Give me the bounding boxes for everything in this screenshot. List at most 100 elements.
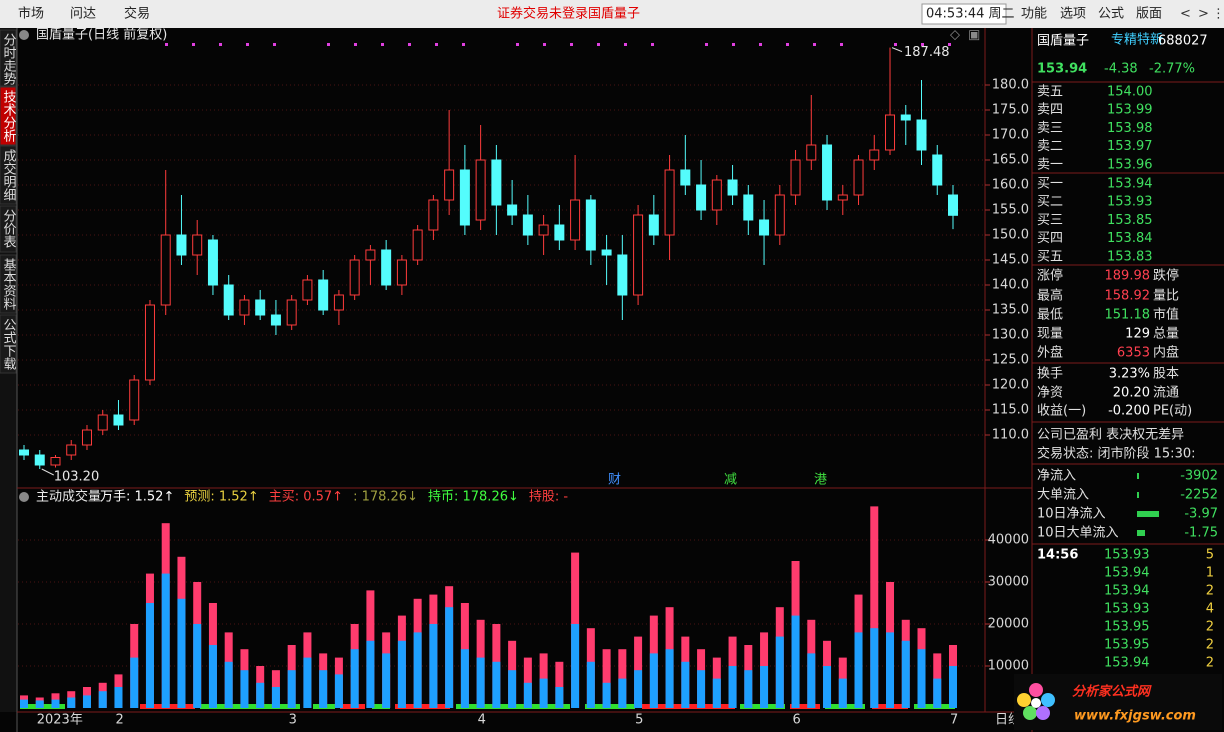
event-marker[interactable]: 港 [814, 473, 827, 488]
candle-body [270, 314, 281, 326]
order-price: 153.94 [1107, 177, 1153, 192]
signal-dot [219, 43, 222, 46]
toolbar-item[interactable]: 选项 [1060, 7, 1086, 22]
toolbar-item[interactable]: 版面 [1136, 7, 1162, 22]
signal-dot [948, 43, 951, 46]
flow-label: 大单流入 [1037, 488, 1089, 503]
stat-label: 涨停 [1037, 268, 1063, 284]
candle-body [34, 454, 45, 466]
event-marker[interactable]: 减 [724, 473, 737, 488]
signal-dot [354, 43, 357, 46]
volume-bar [586, 661, 595, 708]
signal-dot [246, 43, 249, 46]
candle-body [129, 379, 140, 421]
candle-body [648, 214, 659, 236]
stat-label: 跌停 [1153, 268, 1179, 284]
candle-body [696, 184, 707, 211]
volume-bar [413, 632, 422, 708]
volume-bar [114, 686, 123, 708]
event-marker[interactable]: 财 [608, 473, 621, 488]
more[interactable]: ⋮ [1212, 7, 1224, 22]
chart-icon[interactable]: ▣ [968, 28, 980, 43]
volume-bar [303, 657, 312, 708]
tick-volume: 5 [1206, 548, 1214, 563]
flow-label: 10日大单流入 [1037, 526, 1119, 541]
candle-body [916, 119, 927, 151]
y-tick-label: 175.0 [992, 103, 1029, 118]
volume-bar [823, 665, 832, 708]
candle-body [97, 414, 108, 431]
y-tick-label: 160.0 [992, 178, 1029, 193]
max-label: 187.48 [904, 45, 950, 60]
side-tab[interactable]: 公式下载 [1, 318, 17, 371]
volume-bar [460, 649, 469, 708]
y-tick-label: 150.0 [992, 228, 1029, 243]
side-tab[interactable]: 成交明细 [1, 149, 17, 201]
signal-dot [327, 43, 330, 46]
side-tab[interactable]: 分价表 [1, 209, 17, 248]
toolbar-item[interactable]: 功能 [1021, 7, 1047, 22]
menu-item[interactable]: 市场 [18, 6, 44, 22]
x-tick-label: 2023年 [37, 713, 83, 728]
candle-body [601, 249, 612, 256]
tick-price: 153.93 [1104, 602, 1150, 617]
nav-back[interactable]: < [1180, 7, 1191, 22]
volume-bar [67, 697, 76, 708]
y-tick-label: 140.0 [992, 278, 1029, 293]
y-tick-label: 170.0 [992, 128, 1029, 143]
volume-bar [933, 678, 942, 708]
chart-menu[interactable] [19, 30, 29, 40]
nav-forward[interactable]: > [1198, 7, 1209, 22]
volume-bar [854, 632, 863, 708]
volume-bar [256, 682, 265, 708]
volume-bar [870, 628, 879, 708]
volume-bar [949, 665, 957, 708]
stat-value: 151.18 [1105, 308, 1151, 323]
volume-bar [728, 665, 737, 708]
order-price: 154.00 [1107, 85, 1153, 100]
menu-item[interactable]: 问达 [70, 7, 96, 22]
volume-bar [35, 700, 44, 708]
side-tab-bg [0, 86, 17, 146]
side-tab[interactable]: 基本资料 [1, 258, 17, 310]
logo-petal [1017, 693, 1031, 707]
menu-item[interactable]: 交易 [124, 6, 150, 22]
volume-bar [760, 665, 769, 708]
candle-body [837, 194, 848, 201]
side-tab[interactable]: 技术分析 [1, 90, 17, 142]
candle-body [318, 279, 329, 311]
indicator-menu[interactable] [19, 492, 29, 502]
tick-price: 153.94 [1104, 584, 1150, 599]
chart-icon[interactable]: ◇ [950, 28, 960, 43]
tick-price: 153.95 [1104, 620, 1150, 635]
volume-bar [523, 682, 532, 708]
tick-price: 153.93 [1104, 548, 1150, 563]
logo: 分析家公式网 www.fxjgsw.com [1014, 674, 1222, 730]
signal-dot [813, 43, 816, 46]
volume-bar [555, 661, 564, 708]
y-tick-label: 10000 [988, 658, 1029, 673]
candle-body [444, 169, 455, 201]
volume-bar [177, 598, 186, 708]
tick-volume: 2 [1206, 584, 1214, 599]
order-label: 买五 [1037, 249, 1063, 264]
signal-dot [732, 43, 735, 46]
logo-name: 分析家公式网 [1072, 684, 1152, 700]
order-price: 153.85 [1107, 213, 1153, 228]
volume-bar [681, 661, 690, 708]
stat-label: 净资 [1037, 386, 1063, 401]
order-label: 买三 [1037, 213, 1063, 228]
logo-petal [1036, 706, 1050, 720]
side-tab[interactable]: 分时走势 [1, 33, 17, 86]
order-price: 153.84 [1107, 231, 1153, 246]
candle-body [144, 304, 155, 381]
candle-body [223, 284, 234, 316]
toolbar-item[interactable]: 公式 [1098, 7, 1124, 22]
signal-dot [273, 43, 276, 46]
volume-bar [382, 653, 391, 708]
order-label: 卖五 [1037, 85, 1063, 100]
logo-url: www.fxjgsw.com [1074, 709, 1196, 724]
candle-body [66, 444, 77, 456]
y-tick-label: 180.0 [992, 78, 1029, 93]
candle-body [475, 159, 486, 221]
